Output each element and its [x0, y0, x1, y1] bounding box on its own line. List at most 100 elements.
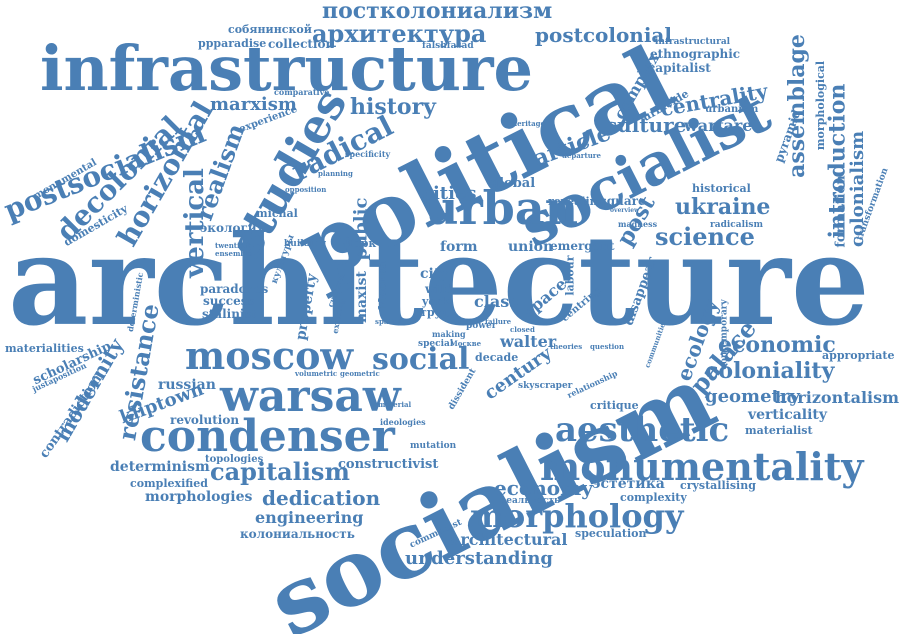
- word-russian: russian: [158, 377, 216, 393]
- word-york-ru: Йорк: [343, 237, 377, 250]
- word-moskva-ru: Москва: [375, 261, 389, 310]
- word-postcolonial: postcolonial: [535, 23, 672, 47]
- word-decade: decade: [475, 351, 519, 364]
- word-ppparadise: ppparadise: [198, 37, 267, 50]
- word-form: form: [440, 239, 478, 255]
- word-failure: failure: [485, 317, 512, 326]
- word-dedication: dedication: [262, 486, 381, 510]
- word-capitalism: capitalism: [210, 457, 350, 486]
- word-success: success: [203, 294, 255, 308]
- word-spatial: spatial: [375, 317, 402, 326]
- word-stalinist: stalinist: [202, 307, 257, 321]
- word-moskve: Москве: [450, 339, 482, 348]
- word-architectural: architectural: [450, 530, 568, 549]
- word-walter: walter: [500, 332, 557, 351]
- word-social: social: [372, 342, 470, 377]
- word-square: square: [600, 194, 646, 208]
- word-contemporary: contemporary: [719, 299, 730, 370]
- word-revealing: revealing: [548, 195, 606, 208]
- word-specificity: specificity: [345, 149, 391, 159]
- word-kolonialnost: колониальность: [240, 527, 355, 541]
- word-science: science: [655, 222, 755, 251]
- word-estetika: эстетика: [592, 476, 665, 492]
- word-cities: cities: [422, 183, 477, 204]
- word-class: class: [474, 292, 519, 311]
- word-aesthetic: aesthetic: [555, 410, 730, 450]
- word-heritage: heritage: [512, 119, 546, 128]
- word-paradoxes: paradoxes: [200, 282, 269, 296]
- word-question: question: [590, 342, 625, 351]
- word-skyscraper: skyscraper: [518, 381, 573, 391]
- word-architecture-ru: архитектура: [312, 19, 487, 48]
- word-culture: culture: [605, 113, 687, 137]
- word-capitalist: capitalist: [648, 61, 711, 75]
- word-economic: economic: [718, 332, 836, 358]
- word-urbanism: urbanism: [705, 104, 759, 115]
- word-revolution: revolution: [170, 413, 240, 427]
- word-determinism: determinism: [110, 459, 210, 475]
- word-engineering: engineering: [255, 508, 364, 527]
- word-warfare: warfare: [684, 116, 753, 135]
- word-complexified: complexified: [130, 477, 208, 490]
- word-ethnographic: ethnographic: [650, 47, 741, 61]
- word-speculation: speculation: [575, 527, 647, 540]
- word-monumentality: monumentality: [540, 444, 864, 489]
- word-historical: historical: [692, 182, 751, 195]
- word-collection: collection: [268, 37, 335, 51]
- word-city: city: [420, 266, 449, 282]
- word-closed: closed: [510, 325, 535, 334]
- word-volumetric: volumetric: [295, 369, 338, 378]
- word-geometric: geometric: [340, 369, 380, 378]
- word-morphology: morphology: [470, 497, 684, 535]
- word-building: building: [284, 239, 327, 249]
- word-material: material: [378, 400, 412, 409]
- word-infrastructural: infrastructural: [655, 37, 731, 47]
- word-topologies: topologies: [205, 454, 264, 465]
- word-understanding: understanding: [405, 548, 553, 569]
- word-realnost: реальность: [500, 496, 561, 506]
- word-morphological: morphological: [814, 60, 828, 151]
- word-trud: труд: [420, 306, 449, 319]
- word-materialities: materialities: [5, 342, 84, 355]
- word-opposition: opposition: [285, 185, 327, 194]
- word-critique: critique: [590, 399, 639, 412]
- word-michal: michal: [256, 207, 298, 220]
- word-architecture: architecture: [8, 209, 870, 354]
- word-maxist: maxist: [353, 271, 370, 323]
- word-power: power: [466, 321, 497, 331]
- word-coloniality: coloniality: [705, 358, 835, 384]
- word-assemblage: assemblage: [783, 34, 810, 178]
- word-horizontalism: horizontalism: [775, 388, 900, 407]
- word-wild: wild: [425, 282, 453, 296]
- word-postcolonialism-ru: постколониализм: [322, 0, 553, 24]
- word-materialist: materialist: [745, 424, 813, 437]
- word-public: public: [350, 197, 372, 261]
- word-radicalism: radicalism: [710, 220, 764, 230]
- word-crystallising: crystallising: [680, 479, 756, 492]
- word-geometry: geometry: [705, 386, 800, 407]
- word-sobyaninskoy: собянинской: [228, 23, 312, 36]
- word-marxism: marxism: [210, 94, 297, 115]
- word-labour: labour: [563, 255, 577, 296]
- word-ideologies: ideologies: [380, 417, 426, 427]
- word-york: york: [422, 295, 450, 308]
- word-departure: departure: [562, 151, 601, 160]
- word-infrastructure: infrastructure: [40, 32, 534, 105]
- word-ensemble: ensemble: [215, 249, 253, 258]
- word-making: making: [432, 329, 466, 339]
- word-special: special: [418, 339, 454, 349]
- word-appropriate: appropriate: [822, 349, 895, 362]
- word-moscow: moscow: [185, 333, 354, 378]
- word-comparative: comparative: [274, 87, 330, 97]
- word-ekologiya: экология: [200, 221, 266, 235]
- word-condenser: condenser: [140, 411, 395, 462]
- word-theories: theories: [550, 342, 583, 351]
- word-madness: madness: [618, 219, 658, 229]
- word-urban: urban: [425, 181, 579, 235]
- word-complexity: complexity: [620, 491, 687, 504]
- word-mutation: mutation: [410, 441, 457, 451]
- word-formation: formation: [833, 175, 849, 248]
- word-overview: overview: [610, 207, 640, 214]
- word-warsaw: warsaw: [220, 371, 401, 422]
